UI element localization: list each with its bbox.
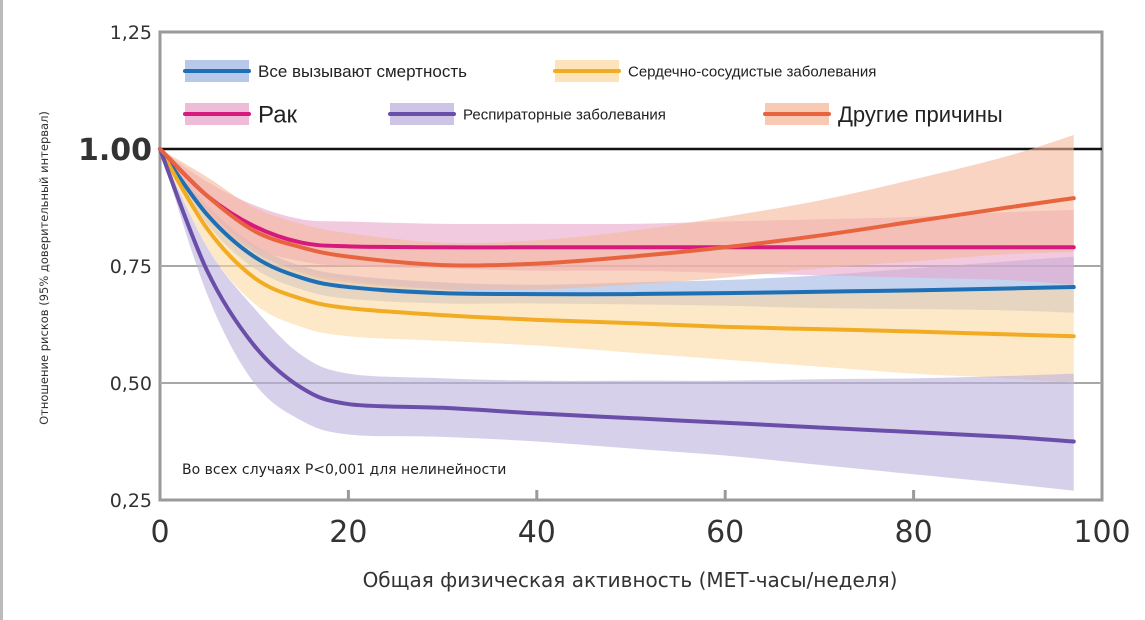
series-line-1	[158, 147, 1076, 339]
x-axis-label: Общая физическая активность (МЕТ-часы/не…	[363, 568, 898, 592]
legend-label: Рак	[258, 102, 298, 129]
series-line-2	[158, 147, 1076, 250]
y-tick-label: 1.00	[78, 133, 152, 168]
y-tick-label: 0,50	[110, 373, 152, 395]
ci-band-4	[160, 134, 1074, 291]
legend-label: Другие причины	[838, 102, 1003, 127]
y-tick-label: 0,75	[110, 256, 152, 278]
annotation: Во всех случаях P<0,001 для нелинейности	[182, 462, 506, 478]
legend-item-2: Рак	[183, 102, 298, 129]
legend-item-1: Сердечно-сосудистые заболевания	[553, 60, 876, 82]
x-tick-label: 0	[150, 515, 169, 550]
y-axis-label: Отношение рисков (95% доверительный инте…	[37, 111, 51, 425]
legend-item-3: Респираторные заболевания	[388, 103, 666, 125]
series-line-0	[158, 147, 1076, 297]
legend-label: Все вызывают смертность	[258, 62, 467, 81]
series-line-3	[158, 147, 1076, 444]
legend-label: Сердечно-сосудистые заболевания	[628, 63, 876, 80]
y-tick-label: 0,25	[110, 490, 152, 512]
x-tick-label: 20	[329, 515, 367, 550]
y-tick-label: 1,25	[110, 22, 152, 44]
ci-band-1	[160, 149, 1074, 383]
window-edge	[0, 0, 3, 620]
legend-item-0: Все вызывают смертность	[183, 60, 467, 82]
x-tick-label: 60	[706, 515, 744, 550]
series-line-4	[158, 147, 1076, 268]
legend-item-4: Другие причины	[763, 102, 1003, 127]
x-tick-label: 80	[895, 515, 933, 550]
x-tick-label: 100	[1073, 515, 1130, 550]
legend-label: Респираторные заболевания	[463, 106, 666, 123]
x-tick-label: 40	[518, 515, 556, 550]
